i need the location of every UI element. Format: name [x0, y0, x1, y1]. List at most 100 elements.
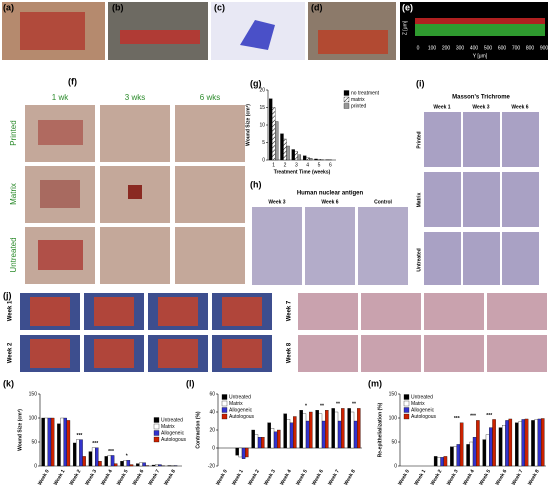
bar — [347, 408, 351, 449]
bar — [534, 419, 539, 467]
x-tick-label: Week 7 — [147, 468, 161, 486]
histology — [502, 172, 539, 227]
annotation: * — [126, 454, 128, 460]
wound — [20, 12, 85, 50]
wound — [94, 339, 134, 368]
photo — [424, 335, 484, 372]
histology — [463, 172, 500, 227]
x-tick-label: Week 8 — [343, 468, 357, 486]
legend-swatch — [221, 413, 228, 420]
bar — [492, 419, 496, 467]
x-tick-label: Week 6 — [132, 468, 146, 486]
photo — [361, 335, 421, 372]
x-tick-label: 6 — [329, 162, 332, 168]
x-tick-label: Week 8 — [163, 468, 177, 486]
tick-label: 400 — [470, 45, 479, 51]
bar — [82, 456, 86, 467]
row-label: Week 1 — [8, 300, 14, 321]
legend-swatch — [153, 417, 160, 423]
bar — [293, 416, 297, 449]
legend-label: Matrix — [411, 401, 425, 407]
y-tick-label: 0 — [212, 445, 215, 451]
legend-swatch — [403, 400, 410, 407]
panel-label: (a) — [3, 2, 14, 12]
y-tick-label: 15 — [259, 105, 265, 111]
panel-title: Human nuclear antigen — [297, 191, 364, 197]
histology — [424, 112, 461, 167]
panel-label: (d) — [311, 2, 323, 12]
bar — [341, 408, 345, 449]
x-tick-label: Week 2 — [430, 468, 444, 486]
tick-label: 700 — [512, 45, 521, 51]
panel-label: (i) — [416, 78, 425, 88]
bar — [518, 421, 522, 467]
bar — [508, 418, 513, 467]
y-tick-label: 0 — [394, 463, 397, 469]
model — [240, 20, 275, 50]
bar — [95, 447, 99, 467]
bar — [450, 446, 454, 467]
wound — [222, 297, 262, 326]
y-tick-label: 10 — [259, 122, 265, 128]
wound — [158, 297, 198, 326]
column-label: Week 3 — [268, 199, 285, 205]
y-axis-label: Re-epithelialization (%) — [377, 402, 383, 457]
photo — [100, 105, 170, 162]
y-tick-label: 100 — [29, 415, 38, 421]
x-tick-label: 4 — [306, 162, 309, 168]
y-tick-label: 150 — [29, 391, 38, 397]
column-label: 1 wk — [52, 93, 69, 102]
bar — [485, 434, 490, 467]
bar — [254, 434, 259, 449]
tick-label: 0 — [417, 45, 420, 51]
bar — [47, 417, 52, 467]
bar — [126, 460, 131, 467]
y-tick-label: 20 — [209, 427, 215, 433]
photo — [487, 293, 547, 330]
photo — [175, 227, 245, 284]
bar — [91, 447, 96, 467]
legend-swatch — [403, 413, 410, 420]
wound — [222, 339, 262, 368]
bar — [294, 151, 298, 161]
bar — [350, 411, 355, 449]
histology — [502, 112, 539, 167]
bar — [66, 420, 71, 467]
bar — [283, 413, 287, 449]
wound — [40, 180, 80, 208]
y-axis-label: Wound Size (cm²) — [17, 409, 23, 451]
row-label: Untreated — [416, 248, 422, 271]
column-label: Week 6 — [321, 199, 338, 205]
legend-label: Allogeneic — [161, 430, 185, 436]
y-tick-label: 20 — [259, 87, 265, 93]
panel-label: (k) — [3, 378, 14, 388]
x-tick-label: Week 7 — [327, 468, 341, 486]
bar — [318, 413, 323, 449]
legend-label: Matrix — [161, 424, 175, 430]
bar — [60, 417, 64, 467]
bar — [283, 138, 287, 161]
legend-label: Allogeneic — [229, 407, 253, 413]
panel-label: (e) — [402, 2, 413, 12]
x-tick-label: Week 4 — [100, 468, 114, 486]
bar — [286, 419, 291, 449]
panel-label: (l) — [186, 378, 195, 388]
column-label: 3 wks — [125, 93, 145, 102]
photo — [487, 335, 547, 372]
annotation: *** — [92, 441, 98, 447]
histology — [463, 232, 500, 285]
bar — [63, 417, 67, 467]
x-tick-label: 3 — [295, 162, 298, 168]
annotation: * — [305, 404, 307, 410]
bar — [305, 420, 310, 449]
histology — [463, 112, 500, 167]
axis-label: Y [μm] — [473, 53, 488, 59]
photo — [361, 293, 421, 330]
tick-label: 600 — [498, 45, 507, 51]
bar — [235, 447, 239, 456]
column-label: 6 wks — [200, 93, 220, 102]
bar — [314, 158, 318, 161]
bar — [537, 418, 542, 467]
bar — [88, 451, 93, 467]
y-tick-label: 0 — [262, 157, 265, 163]
